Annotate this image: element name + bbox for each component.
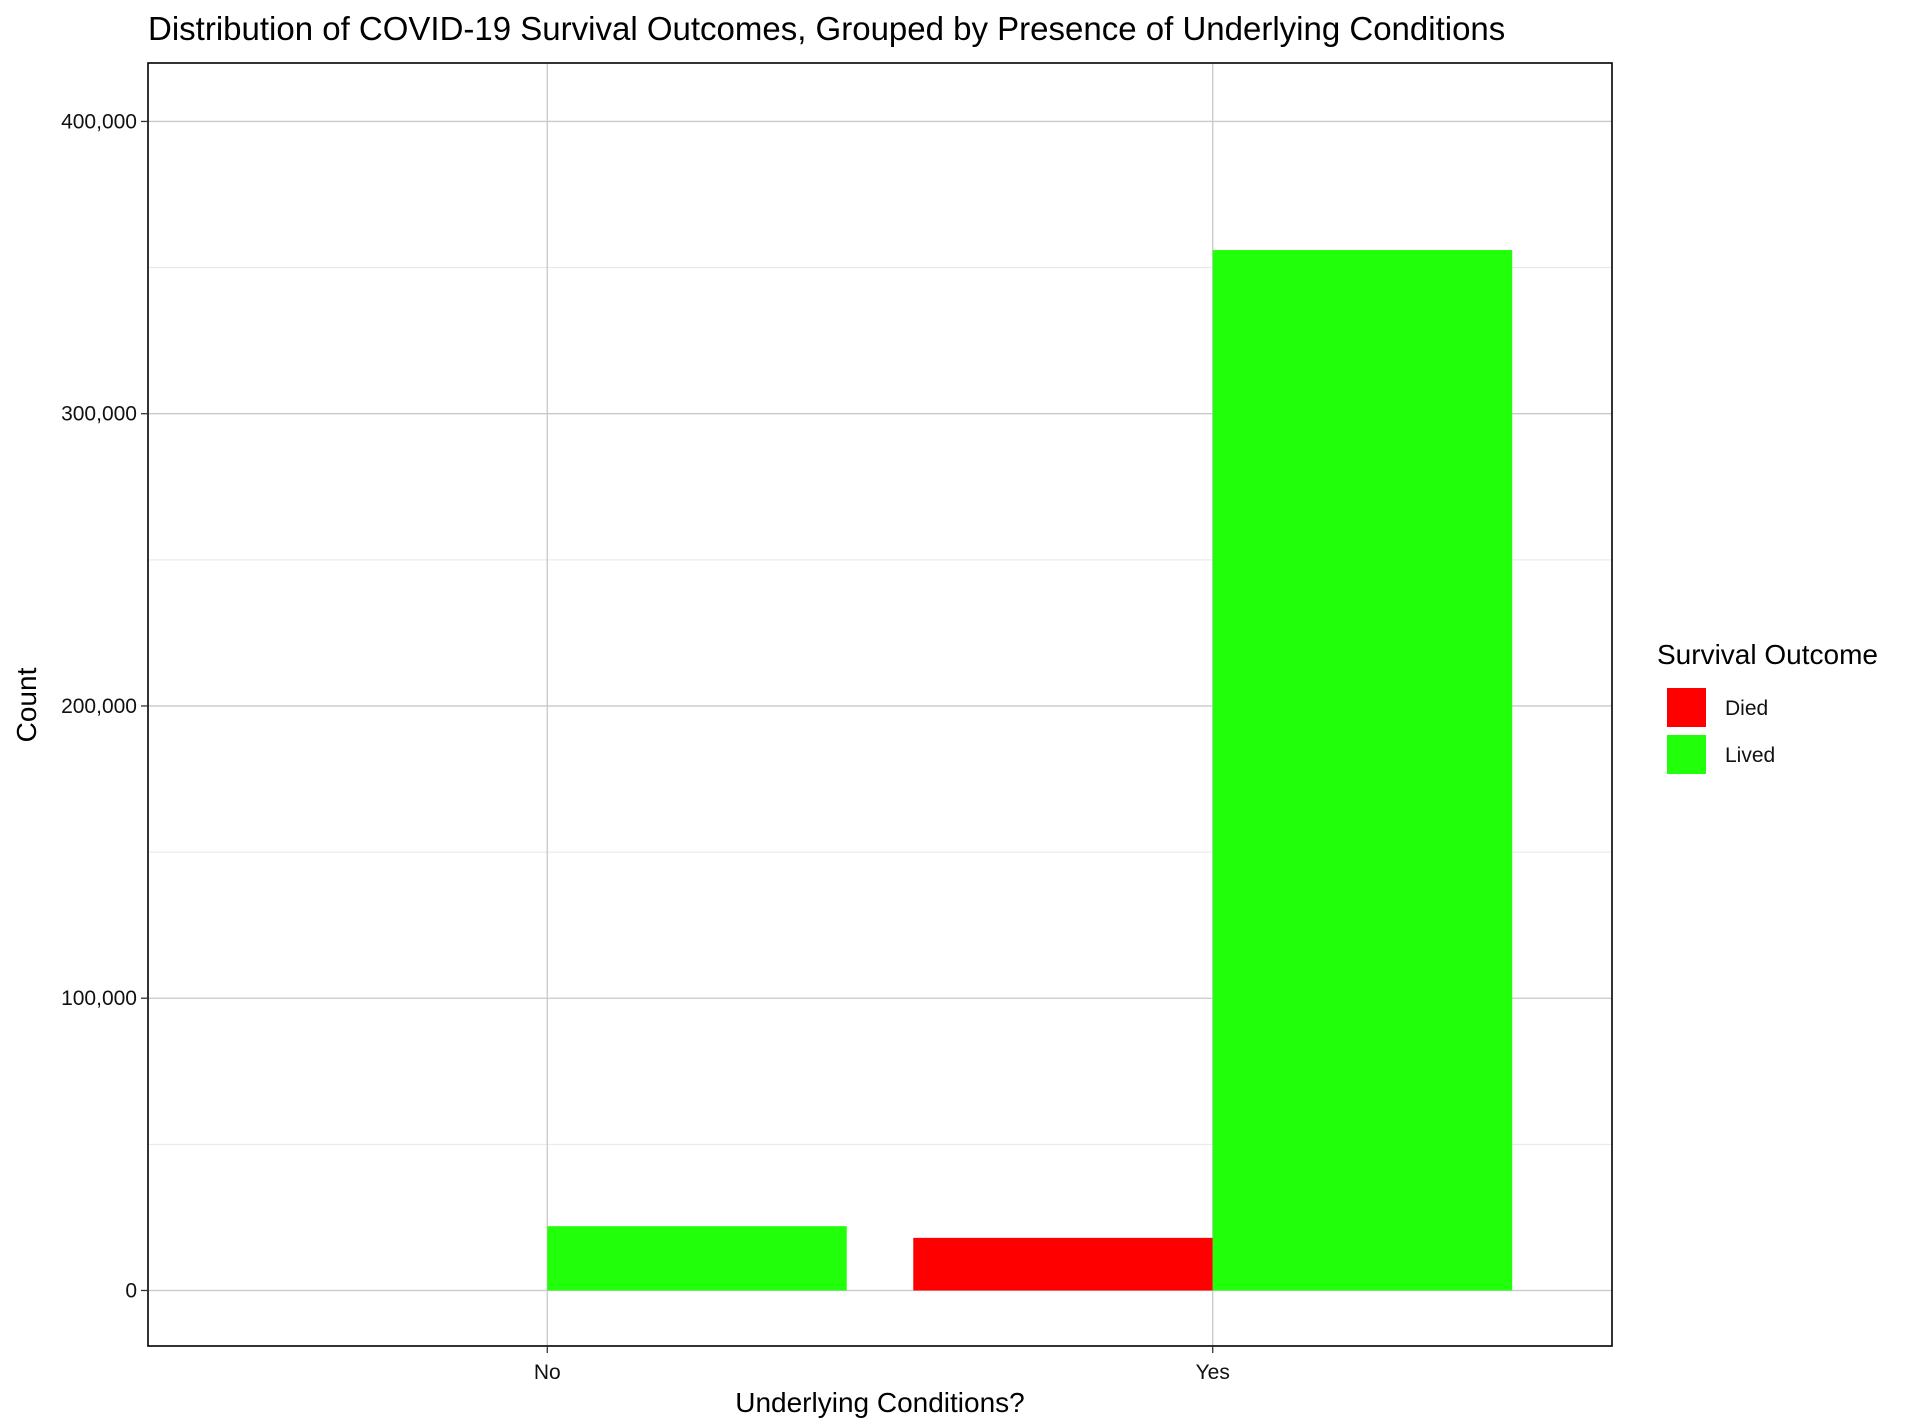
y-tick-label: 0 [125,1279,137,1302]
axes: 0 100,000 200,000 300,000 400,000 No Yes [61,110,1230,1384]
plot-panel [147,62,1613,1347]
y-axis-title: Count [11,667,42,742]
legend-swatch-lived [1667,735,1706,774]
legend-label-lived: Lived [1725,744,1775,767]
chart-title: Distribution of COVID-19 Survival Outcom… [148,10,1505,47]
y-tick-label: 100,000 [61,987,137,1010]
legend-title: Survival Outcome [1657,639,1878,670]
legend: Survival Outcome Died Lived [1657,639,1878,776]
bar-lived-yes [1212,250,1513,1291]
bar-lived-no [547,1226,847,1291]
y-tick-label: 200,000 [61,695,137,718]
x-tick-label: Yes [1196,1361,1230,1384]
bars [547,250,1513,1291]
x-tick-label: No [534,1361,561,1384]
legend-label-died: Died [1725,697,1768,720]
x-axis-title: Underlying Conditions? [735,1387,1025,1418]
legend-swatch-died [1667,688,1706,727]
y-tick-label: 400,000 [61,110,137,133]
y-tick-label: 300,000 [61,403,137,426]
bar-died-yes [913,1237,1213,1291]
legend-items: Died Lived [1665,686,1775,776]
